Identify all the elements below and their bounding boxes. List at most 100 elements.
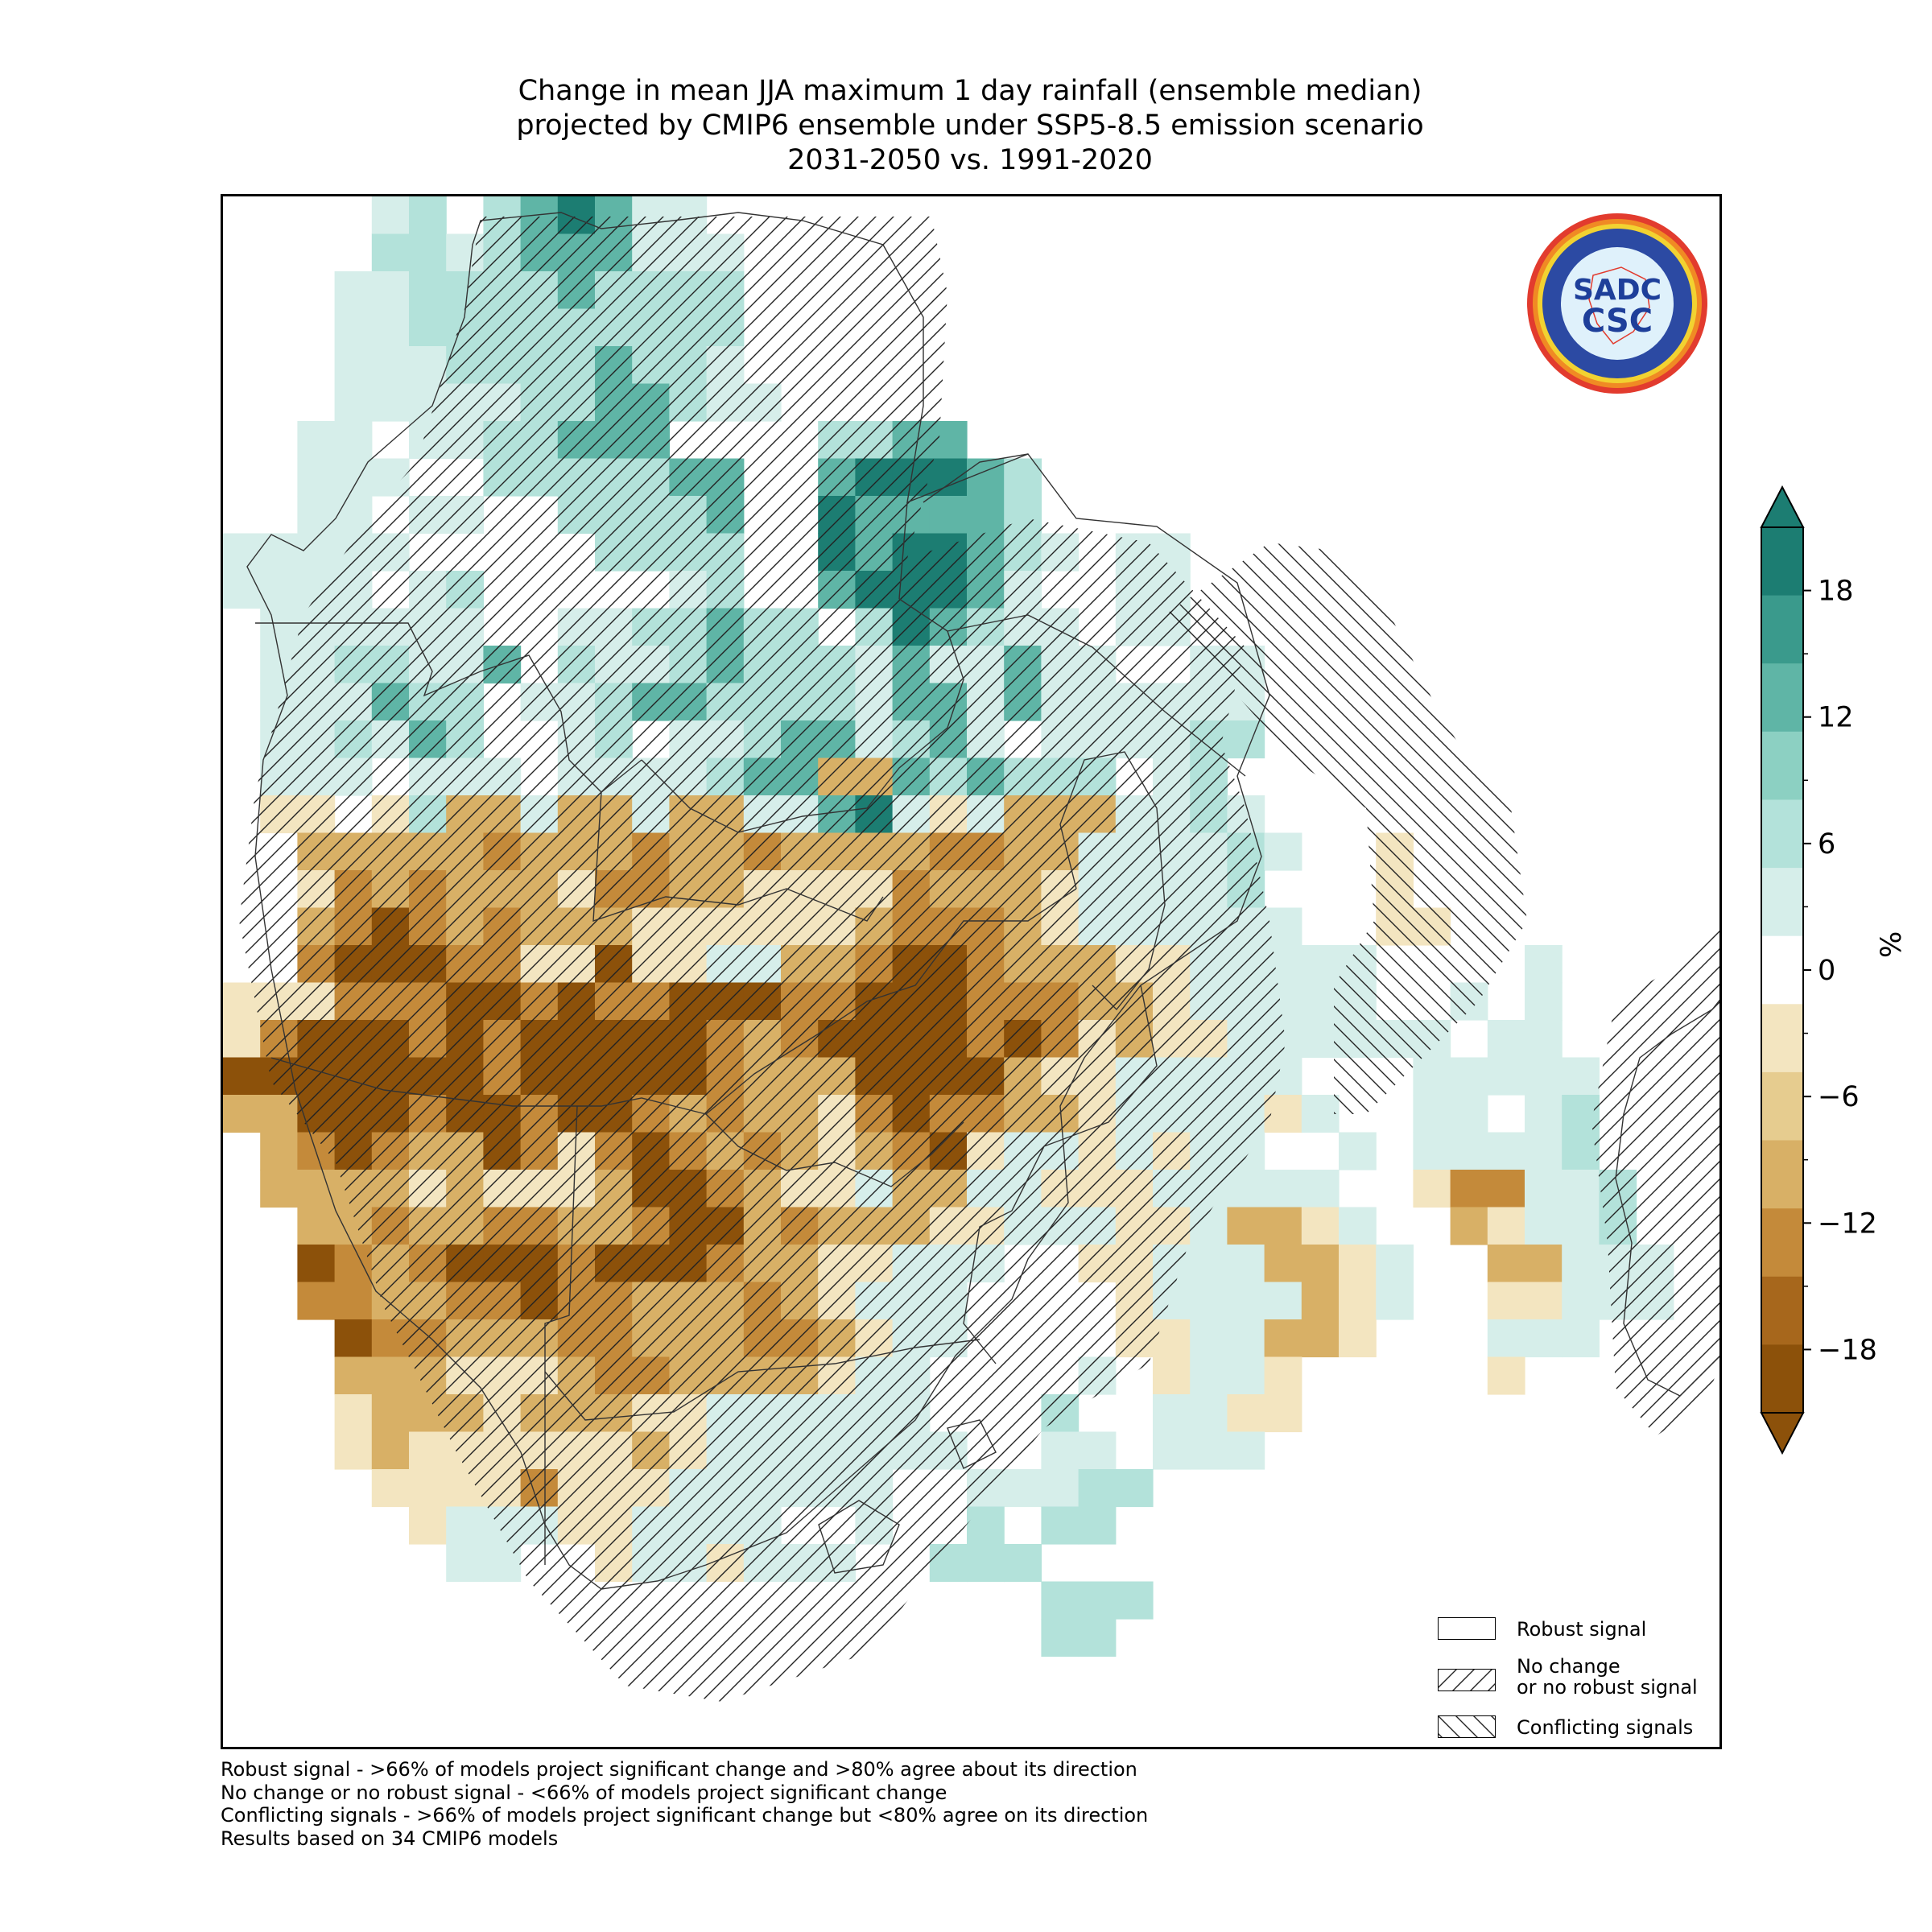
colorbar-segment (1761, 1071, 1803, 1141)
border-drc-angola (255, 622, 642, 793)
colorbar-tick-label: 6 (1818, 828, 1835, 861)
grid-cell (334, 308, 373, 347)
note-no-change: No change or no robust signal - <66% of … (221, 1781, 947, 1804)
grid-cell (260, 1170, 298, 1208)
grid-cell (371, 1394, 410, 1433)
grid-cell (1525, 1132, 1563, 1170)
grid-cell (1264, 1282, 1302, 1320)
grid-cell (334, 1282, 373, 1320)
grid-cell (1153, 1356, 1191, 1395)
grid-cell (1301, 1207, 1340, 1245)
grid-cell (223, 1095, 261, 1133)
grid-cell (1264, 1356, 1302, 1395)
grid-cell (1041, 1469, 1080, 1508)
grid-cell (371, 346, 410, 385)
colorbar-tick-label: −12 (1818, 1208, 1877, 1240)
grid-cell (1562, 1057, 1600, 1096)
grid-cell (409, 271, 447, 310)
hatch-region-no-change-madagascar (1591, 922, 1719, 1436)
grid-cell (1487, 1356, 1525, 1395)
grid-cell (297, 533, 336, 572)
grid-cell (260, 1132, 298, 1170)
grid-cell (1487, 1282, 1525, 1320)
grid-cell (334, 421, 373, 460)
grid-cell (1301, 1319, 1340, 1358)
svg-text:SADC: SADC (1573, 274, 1662, 307)
grid-cell (1078, 1619, 1117, 1657)
grid-cell (1450, 1170, 1488, 1208)
grid-cell (409, 1469, 447, 1508)
grid-cell (1525, 982, 1563, 1021)
legend-conflicting: Conflicting signals (1438, 1714, 1711, 1747)
border-drc-zambia (641, 598, 964, 833)
grid-cell (1227, 1319, 1265, 1358)
grid-cell (334, 383, 373, 422)
grid-cell (1041, 1431, 1080, 1470)
grid-cell (223, 533, 261, 572)
grid-cell (1339, 1282, 1377, 1320)
grid-cell (1525, 1095, 1563, 1133)
grid-cell (409, 308, 447, 347)
colorbar-tick-label: 18 (1818, 576, 1854, 608)
grid-cell (1525, 1282, 1563, 1320)
legend-swatch-robust (1438, 1617, 1496, 1640)
grid-cell (1487, 1170, 1525, 1208)
map-title: Change in mean JJA maximum 1 day rainfal… (217, 74, 1723, 178)
legend-label-no-change-2: or no robust signal (1517, 1676, 1698, 1699)
grid-cell (409, 233, 447, 272)
grid-cell (371, 383, 410, 422)
grid-cell (1562, 1319, 1600, 1358)
colorbar-segment (1761, 1344, 1803, 1414)
colorbar-segment (1761, 1276, 1803, 1345)
grid-cell (1153, 1394, 1191, 1433)
grid-cell (1376, 1282, 1414, 1320)
grid-cell (1450, 1095, 1488, 1133)
border-angola-namibia (270, 1057, 707, 1115)
grid-cell (1525, 1319, 1563, 1358)
grid-cell (371, 1469, 410, 1508)
grid-cell (409, 1506, 447, 1545)
grid-cell (1487, 1207, 1525, 1245)
grid-cell (371, 308, 410, 347)
grid-cell (223, 571, 261, 609)
grid-cell (1227, 1356, 1265, 1395)
grid-cell (1339, 1245, 1377, 1283)
grid-cell (371, 1356, 410, 1395)
grid-cell (1115, 1581, 1154, 1620)
colorbar-tick-label: 12 (1818, 702, 1854, 734)
grid-cell (1190, 1282, 1228, 1320)
grid-cell (1525, 1170, 1563, 1208)
rainfall-change-map (223, 196, 1719, 1702)
grid-cell (929, 496, 968, 535)
grid-cell (1413, 1095, 1451, 1133)
colorbar-segment (1761, 1004, 1803, 1073)
grid-cell (1487, 1057, 1525, 1096)
grid-cell (1301, 1245, 1340, 1283)
legend-label-no-change: No change or no robust signal (1517, 1656, 1698, 1698)
grid-cell (1562, 1282, 1600, 1320)
grid-cell (1190, 1431, 1228, 1470)
hatch-legend: Robust signal No change or no robust sig… (1438, 1616, 1711, 1738)
grid-cell (1041, 1581, 1080, 1620)
grid-cell (1487, 1319, 1525, 1358)
colorbar-tick-label: 0 (1818, 955, 1835, 987)
legend-label-robust: Robust signal (1517, 1618, 1647, 1641)
grid-cell (409, 196, 447, 235)
grid-cell (1525, 1245, 1563, 1283)
coastline-mainland (246, 212, 1270, 1590)
colorbar-tick-label: −18 (1818, 1334, 1877, 1366)
legend-label-conflicting: Conflicting signals (1517, 1716, 1694, 1739)
note-models: Results based on 34 CMIP6 models (221, 1827, 559, 1850)
grid-cell (1004, 1544, 1042, 1583)
grid-cell (297, 1170, 336, 1208)
grid-cell (1190, 1319, 1228, 1358)
colorbar-segment (1761, 868, 1803, 937)
legend-no-change: No change or no robust signal (1438, 1656, 1711, 1704)
grid-cell (1376, 1245, 1414, 1283)
grid-cell (1041, 1619, 1080, 1657)
map-panel: SADC CSC Robust signal No change or no r… (221, 194, 1722, 1749)
grid-cell (1301, 1020, 1340, 1059)
colorbar-segment (1761, 1140, 1803, 1209)
grid-cell (1153, 1431, 1191, 1470)
grid-cell (1487, 1245, 1525, 1283)
